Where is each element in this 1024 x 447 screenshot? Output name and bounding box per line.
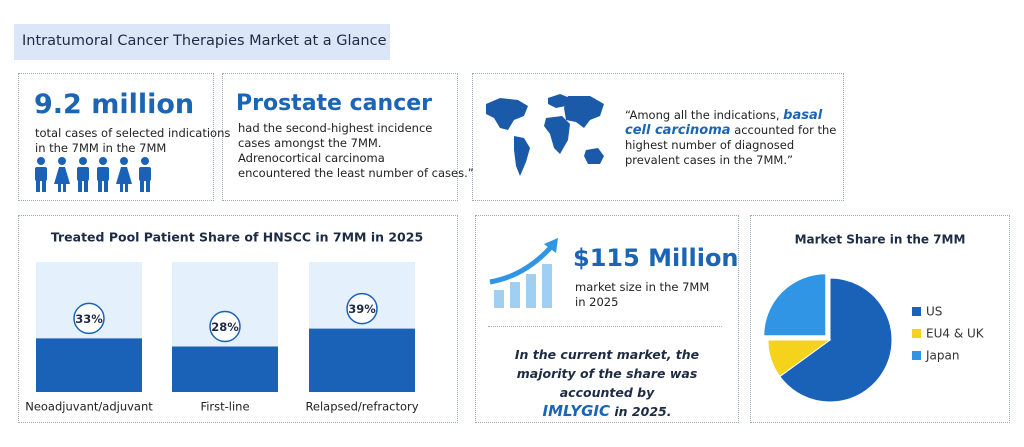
legend-label: Japan xyxy=(925,349,959,363)
legend-swatch xyxy=(912,329,921,338)
bar xyxy=(36,338,142,392)
market-statement: In the current market, the majority of t… xyxy=(488,345,726,421)
value-badge xyxy=(73,302,105,335)
quote-text: “Among all the indications, xyxy=(625,108,780,122)
value-badge xyxy=(209,310,241,343)
divider xyxy=(488,326,722,327)
pie-slice xyxy=(779,277,893,403)
stat-line: encountered the least number of cases.” xyxy=(238,166,474,180)
pie-slice xyxy=(763,273,827,337)
value-badge xyxy=(346,292,378,325)
pie-slice xyxy=(767,339,832,378)
card xyxy=(18,73,214,201)
stat-line: cases amongst the 7MM. xyxy=(238,136,382,150)
stat-headline: 9.2 million xyxy=(34,89,195,120)
growth-icon xyxy=(489,238,558,308)
market-headline: $115 Million xyxy=(573,244,739,272)
legend-swatch xyxy=(912,307,921,316)
value-label: 28% xyxy=(211,320,239,334)
stat-headline: Prostate cancer xyxy=(236,91,433,116)
quote-highlight: basal cell carcinoma xyxy=(625,108,823,138)
quote-text: accounted for the highest number of diag… xyxy=(625,123,837,167)
market-line: market size in the 7MM xyxy=(575,280,710,294)
statement-highlight: IMLYGIC xyxy=(542,402,611,420)
page-title: Intratumoral Cancer Therapies Market at … xyxy=(22,33,387,49)
card xyxy=(18,215,458,423)
category-label: Neoadjuvant/adjuvant xyxy=(25,400,153,414)
chart-title: Market Share in the 7MM xyxy=(795,233,966,247)
title-box xyxy=(14,24,390,60)
world-map xyxy=(486,94,604,176)
stat-line: in the 7MM in the 7MM xyxy=(35,141,167,155)
bar xyxy=(309,328,415,392)
category-label: Relapsed/refractory xyxy=(305,400,418,414)
card xyxy=(472,73,844,201)
bar xyxy=(172,346,278,392)
market-line: in 2025 xyxy=(575,295,619,309)
legend-label: EU4 & UK xyxy=(926,327,985,341)
legend-swatch xyxy=(912,351,921,360)
legend-label: US xyxy=(926,305,942,319)
people-icons xyxy=(35,157,151,192)
stat-line: total cases of selected indications xyxy=(35,126,231,140)
quote: “Among all the indications, basal cell c… xyxy=(625,108,840,168)
value-label: 33% xyxy=(75,312,103,326)
stat-line: had the second-highest incidence xyxy=(238,121,433,135)
card xyxy=(475,215,739,423)
stat-line: Adrenocortical carcinoma xyxy=(238,151,385,165)
value-label: 39% xyxy=(348,302,376,316)
statement-text: in 2025. xyxy=(614,404,672,419)
category-label: First-line xyxy=(200,400,249,414)
statement-text: In the current market, the majority of t… xyxy=(514,347,700,400)
chart-title: Treated Pool Patient Share of HNSCC in 7… xyxy=(51,230,423,245)
card xyxy=(222,73,458,201)
card xyxy=(750,215,1010,423)
